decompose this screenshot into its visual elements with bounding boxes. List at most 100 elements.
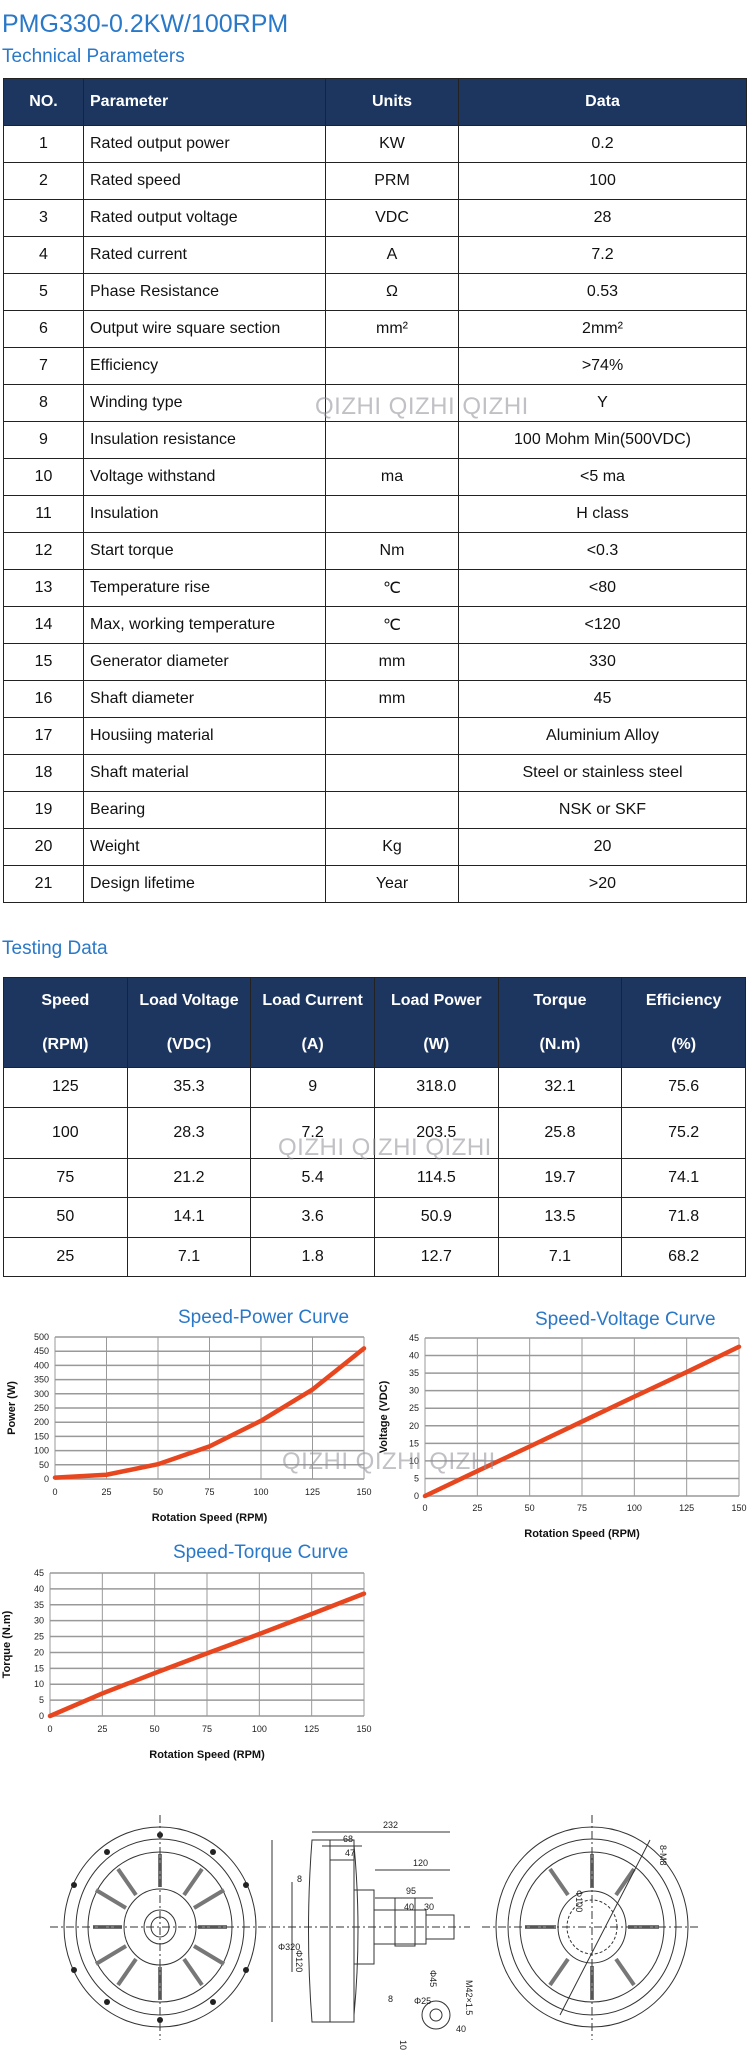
y-tick-label: 30 <box>34 1616 44 1626</box>
row-parameter: Rated output voltage <box>83 199 326 237</box>
dimension-label: 8 <box>388 1994 393 2004</box>
col-header: Load Voltage (VDC) <box>126 977 252 1068</box>
col-header-no: NO. <box>3 78 84 126</box>
dimension-label: Φ25 <box>414 1996 431 2006</box>
row-no: 1 <box>3 125 84 163</box>
table-row: 21 Design lifetime Year >20 <box>3 865 747 903</box>
table-row: 2 Rated speed PRM 100 <box>3 162 747 200</box>
x-tick-label: 100 <box>252 1724 267 1734</box>
cell: 7.1 <box>497 1236 623 1277</box>
chart-title-power: Speed-Power Curve <box>178 1307 350 1328</box>
row-parameter: Efficiency <box>83 347 326 385</box>
x-tick-label: 100 <box>253 1487 268 1497</box>
row-units: Year <box>325 865 459 903</box>
cell: 50 <box>3 1197 128 1238</box>
section-title-testing: Testing Data <box>2 938 108 959</box>
y-tick-label: 45 <box>34 1568 44 1578</box>
dimension-label: 40 <box>456 2024 466 2034</box>
row-data: <120 <box>458 606 747 644</box>
table-row: 6 Output wire square section mm² 2mm² <box>3 310 747 348</box>
table-row: 10 Voltage withstand ma <5 ma <box>3 458 747 496</box>
dimension-label: 68 <box>343 1834 353 1844</box>
x-tick-label: 50 <box>153 1487 163 1497</box>
col-header-line: (W) <box>423 1035 450 1053</box>
row-data: <0.3 <box>458 532 747 570</box>
x-tick-label: 0 <box>422 1503 427 1513</box>
cell: 71.8 <box>621 1197 746 1238</box>
cell: 12.7 <box>373 1236 499 1277</box>
x-tick-label: 150 <box>356 1724 371 1734</box>
y-tick-label: 100 <box>34 1446 49 1456</box>
y-tick-label: 0 <box>414 1491 419 1501</box>
row-units: Nm <box>325 532 459 570</box>
row-parameter: Housiing material <box>83 717 326 755</box>
col-header: Speed (RPM) <box>3 977 128 1068</box>
x-tick-label: 125 <box>679 1503 694 1513</box>
y-tick-label: 350 <box>34 1375 49 1385</box>
y-tick-label: 400 <box>34 1360 49 1370</box>
row-units: Kg <box>325 828 459 866</box>
cell: 125 <box>3 1067 128 1108</box>
cell: 25 <box>3 1236 128 1277</box>
col-header-line: (VDC) <box>166 1035 212 1053</box>
row-parameter: Rated current <box>83 236 326 274</box>
row-units <box>325 791 459 829</box>
y-tick-label: 0 <box>39 1711 44 1721</box>
table-row: 5 Phase Resistance Ω 0.53 <box>3 273 747 311</box>
x-tick-label: 125 <box>305 1487 320 1497</box>
row-data: Steel or stainless steel <box>458 754 747 792</box>
dimension-label: Φ45 <box>428 1970 438 1987</box>
cell: 68.2 <box>621 1236 746 1277</box>
y-tick-label: 35 <box>34 1600 44 1610</box>
table-row: 18 Shaft material Steel or stainless steel <box>3 754 747 792</box>
product-title: PMG330-0.2KW/100RPM <box>2 10 289 38</box>
y-tick-label: 250 <box>34 1403 49 1413</box>
row-units: A <box>325 236 459 274</box>
table-row: 14 Max, working temperature ℃ <120 <box>3 606 747 644</box>
table-row: 25 7.1 1.8 12.7 7.1 68.2 <box>3 1236 746 1277</box>
y-tick-label: 45 <box>409 1333 419 1343</box>
dimension-label: 95 <box>406 1886 416 1896</box>
table-header-row: NO. Parameter Units Data <box>3 78 747 126</box>
y-tick-label: 200 <box>34 1417 49 1427</box>
table-row: 13 Temperature rise ℃ <80 <box>3 569 747 607</box>
cell: 114.5 <box>373 1157 499 1198</box>
row-no: 6 <box>3 310 84 348</box>
col-header-line: (N.m) <box>539 1035 581 1053</box>
row-parameter: Rated speed <box>83 162 326 200</box>
row-data: 330 <box>458 643 747 681</box>
section-title-technical: Technical Parameters <box>2 46 185 67</box>
row-units: mm² <box>325 310 459 348</box>
y-tick-label: 25 <box>409 1403 419 1413</box>
row-parameter: Max, working temperature <box>83 606 326 644</box>
row-no: 10 <box>3 458 84 496</box>
x-tick-label: 75 <box>202 1724 212 1734</box>
row-parameter: Insulation <box>83 495 326 533</box>
cell: 203.5 <box>373 1106 499 1159</box>
col-header-line: Efficiency <box>645 991 722 1009</box>
y-tick-label: 15 <box>409 1438 419 1448</box>
row-data: 45 <box>458 680 747 718</box>
x-tick-label: 150 <box>356 1487 371 1497</box>
row-parameter: Winding type <box>83 384 326 422</box>
y-tick-label: 300 <box>34 1389 49 1399</box>
cell: 5.4 <box>250 1157 375 1198</box>
table-row: 100 28.3 7.2 203.5 25.8 75.2 <box>3 1106 746 1159</box>
x-tick-label: 0 <box>47 1724 52 1734</box>
row-no: 13 <box>3 569 84 607</box>
col-header-line: Torque <box>533 991 587 1009</box>
row-no: 20 <box>3 828 84 866</box>
y-axis-label: Voltage (VDC) <box>378 1380 390 1453</box>
row-no: 16 <box>3 680 84 718</box>
col-header: Torque (N.m) <box>497 977 623 1068</box>
dimension-label: 120 <box>413 1858 428 1868</box>
cell: 9 <box>250 1067 375 1108</box>
y-tick-label: 450 <box>34 1346 49 1356</box>
dimension-label: 232 <box>383 1820 398 1830</box>
row-no: 5 <box>3 273 84 311</box>
dimension-label: 8-M8 <box>658 1845 668 1866</box>
row-parameter: Rated output power <box>83 125 326 163</box>
x-tick-label: 150 <box>731 1503 746 1513</box>
col-header-line: (A) <box>301 1035 324 1053</box>
